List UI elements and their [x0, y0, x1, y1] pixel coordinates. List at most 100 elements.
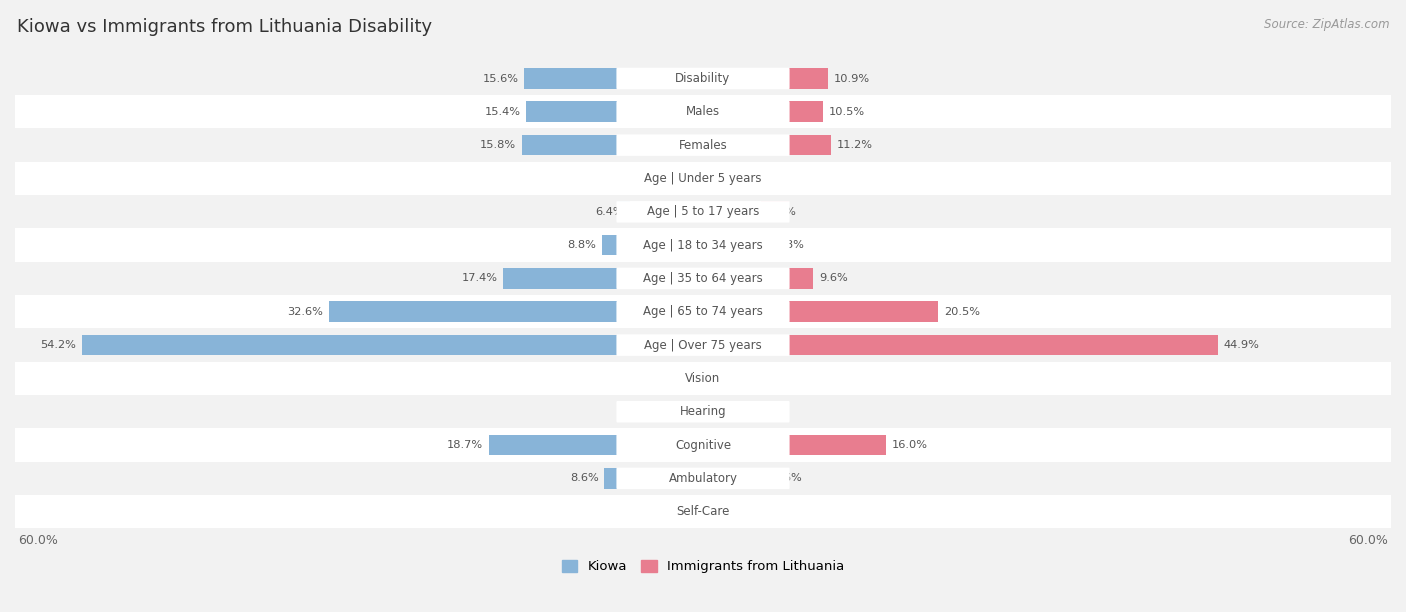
- Bar: [789, 68, 828, 89]
- Bar: [488, 435, 617, 455]
- Bar: [522, 135, 617, 155]
- Text: 16.0%: 16.0%: [893, 440, 928, 450]
- Bar: [15, 228, 1391, 262]
- Bar: [15, 95, 1391, 129]
- Bar: [15, 262, 1391, 295]
- Text: 8.8%: 8.8%: [568, 240, 596, 250]
- FancyBboxPatch shape: [616, 435, 790, 456]
- Bar: [15, 295, 1391, 329]
- Bar: [15, 329, 1391, 362]
- Bar: [789, 135, 831, 155]
- Bar: [15, 62, 1391, 95]
- Text: 1.9%: 1.9%: [731, 373, 759, 383]
- Text: 5.8%: 5.8%: [775, 240, 804, 250]
- FancyBboxPatch shape: [616, 168, 790, 189]
- FancyBboxPatch shape: [616, 101, 790, 122]
- Text: 2.9%: 2.9%: [742, 407, 770, 417]
- Text: Age | 5 to 17 years: Age | 5 to 17 years: [647, 205, 759, 218]
- FancyBboxPatch shape: [616, 501, 790, 523]
- Bar: [617, 401, 654, 422]
- Text: 3.3%: 3.3%: [630, 373, 659, 383]
- Bar: [524, 68, 617, 89]
- Text: 1.3%: 1.3%: [724, 173, 752, 184]
- FancyBboxPatch shape: [616, 334, 790, 356]
- Text: 2.3%: 2.3%: [735, 507, 763, 517]
- Bar: [82, 335, 617, 356]
- FancyBboxPatch shape: [616, 401, 790, 422]
- Text: 4.3%: 4.3%: [619, 407, 648, 417]
- Text: 15.6%: 15.6%: [482, 73, 519, 83]
- Text: Age | Over 75 years: Age | Over 75 years: [644, 338, 762, 351]
- Legend: Kiowa, Immigrants from Lithuania: Kiowa, Immigrants from Lithuania: [561, 560, 845, 573]
- Text: 54.2%: 54.2%: [39, 340, 76, 350]
- Bar: [617, 168, 686, 189]
- Text: Cognitive: Cognitive: [675, 439, 731, 452]
- Bar: [503, 268, 617, 289]
- Text: 6.4%: 6.4%: [595, 207, 624, 217]
- Text: Age | Under 5 years: Age | Under 5 years: [644, 172, 762, 185]
- Bar: [789, 435, 886, 455]
- Text: 18.7%: 18.7%: [447, 440, 482, 450]
- Bar: [737, 401, 789, 422]
- Text: 44.9%: 44.9%: [1223, 340, 1260, 350]
- Bar: [769, 235, 789, 255]
- Bar: [15, 195, 1391, 228]
- Text: Age | 18 to 34 years: Age | 18 to 34 years: [643, 239, 763, 252]
- Bar: [617, 501, 669, 522]
- Text: 10.5%: 10.5%: [830, 107, 865, 117]
- Text: Vision: Vision: [685, 372, 721, 385]
- Text: Source: ZipAtlas.com: Source: ZipAtlas.com: [1264, 18, 1389, 31]
- Text: Kiowa vs Immigrants from Lithuania Disability: Kiowa vs Immigrants from Lithuania Disab…: [17, 18, 432, 36]
- Bar: [15, 461, 1391, 495]
- Text: 11.2%: 11.2%: [837, 140, 873, 150]
- FancyBboxPatch shape: [616, 301, 790, 323]
- Text: 20.5%: 20.5%: [943, 307, 980, 317]
- Text: 32.6%: 32.6%: [288, 307, 323, 317]
- Bar: [789, 335, 1218, 356]
- Text: 9.6%: 9.6%: [818, 274, 848, 283]
- Bar: [789, 102, 824, 122]
- Text: 60.0%: 60.0%: [1348, 534, 1388, 547]
- Text: 5.6%: 5.6%: [773, 474, 801, 483]
- Bar: [724, 368, 789, 389]
- Text: Disability: Disability: [675, 72, 731, 85]
- Bar: [15, 162, 1391, 195]
- Text: Males: Males: [686, 105, 720, 118]
- Text: 15.4%: 15.4%: [485, 107, 520, 117]
- Bar: [617, 368, 665, 389]
- Text: 15.8%: 15.8%: [479, 140, 516, 150]
- Text: 60.0%: 60.0%: [18, 534, 58, 547]
- Bar: [605, 468, 617, 489]
- Text: Age | 65 to 74 years: Age | 65 to 74 years: [643, 305, 763, 318]
- Bar: [329, 302, 617, 322]
- Text: Self-Care: Self-Care: [676, 506, 730, 518]
- Text: Ambulatory: Ambulatory: [668, 472, 738, 485]
- FancyBboxPatch shape: [616, 234, 790, 256]
- Bar: [789, 302, 938, 322]
- Bar: [718, 168, 789, 189]
- Bar: [15, 495, 1391, 528]
- Bar: [15, 129, 1391, 162]
- FancyBboxPatch shape: [616, 368, 790, 389]
- Bar: [15, 395, 1391, 428]
- Bar: [762, 201, 789, 222]
- Text: 1.5%: 1.5%: [651, 173, 681, 184]
- FancyBboxPatch shape: [616, 201, 790, 223]
- Text: 5.1%: 5.1%: [768, 207, 796, 217]
- Bar: [526, 102, 617, 122]
- Text: 17.4%: 17.4%: [461, 274, 498, 283]
- Text: Age | 35 to 64 years: Age | 35 to 64 years: [643, 272, 763, 285]
- FancyBboxPatch shape: [616, 68, 790, 89]
- Text: 8.6%: 8.6%: [569, 474, 599, 483]
- Bar: [617, 201, 630, 222]
- Text: Females: Females: [679, 139, 727, 152]
- Text: 10.9%: 10.9%: [834, 73, 870, 83]
- FancyBboxPatch shape: [616, 267, 790, 289]
- Text: Hearing: Hearing: [679, 405, 727, 418]
- Bar: [602, 235, 617, 255]
- Text: 3.0%: 3.0%: [634, 507, 662, 517]
- FancyBboxPatch shape: [616, 135, 790, 156]
- Bar: [15, 428, 1391, 461]
- Bar: [15, 362, 1391, 395]
- Bar: [768, 468, 789, 489]
